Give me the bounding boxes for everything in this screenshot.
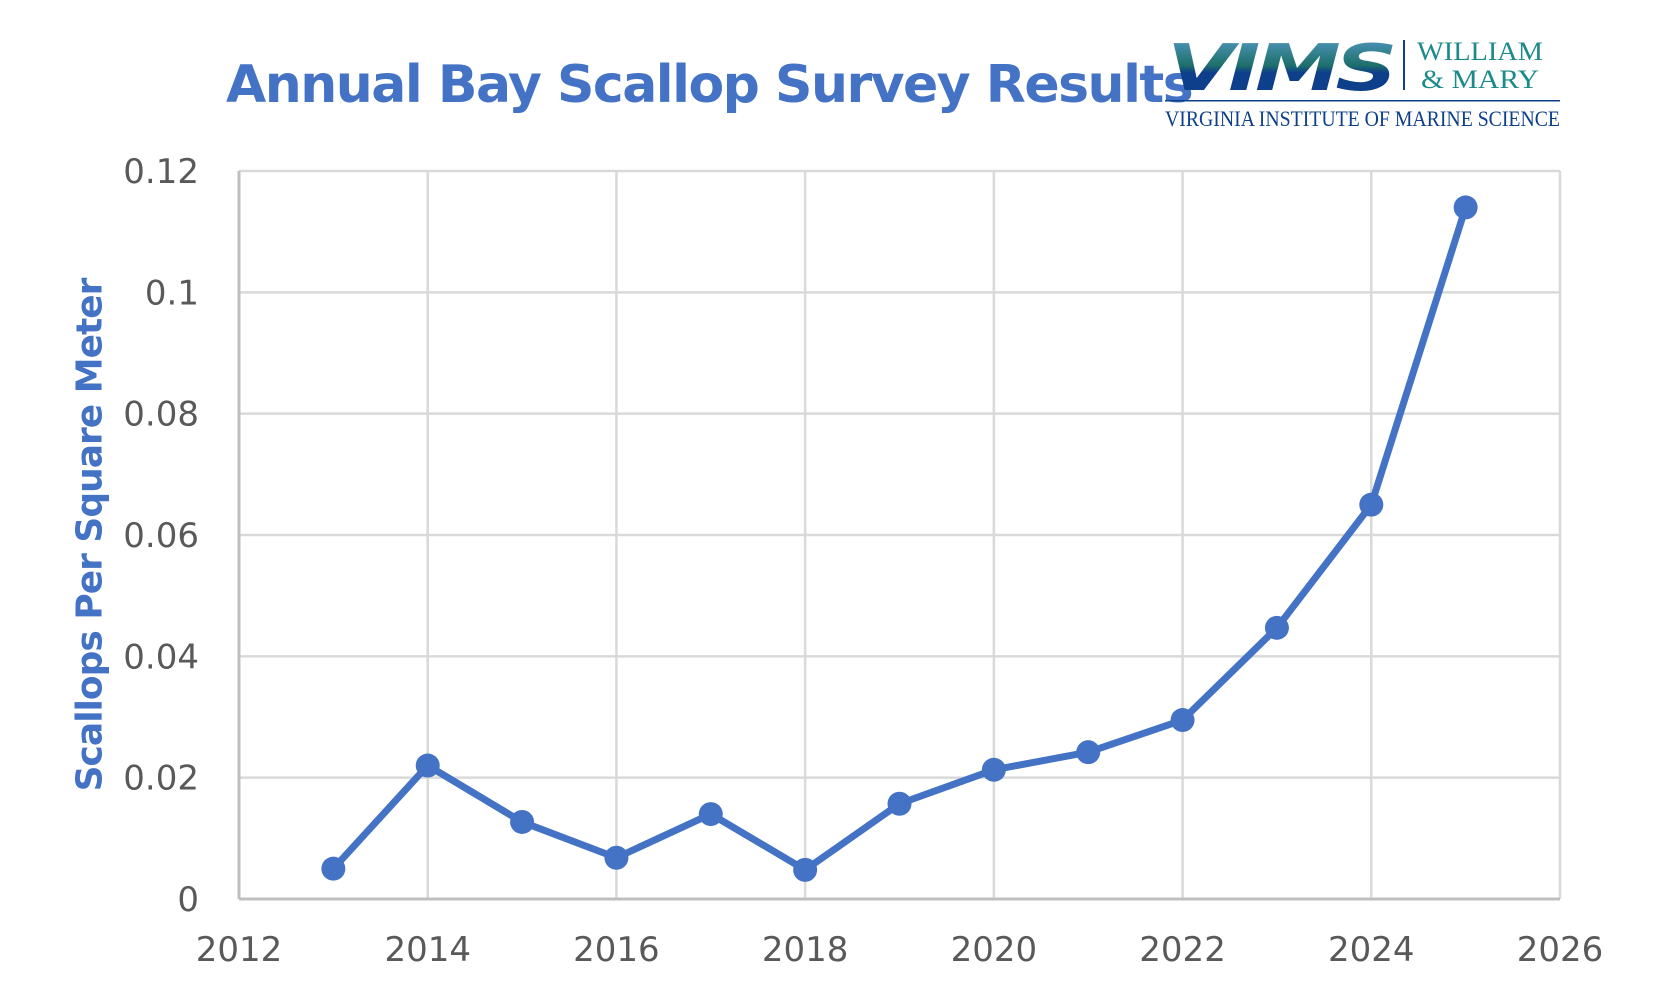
- logo-mark: VIMS: [1167, 36, 1393, 106]
- axes: [237, 171, 1560, 901]
- x-tick-label: 2022: [1139, 930, 1226, 970]
- y-tick-label: 0.12: [123, 152, 199, 192]
- series-line: [330, 206, 1469, 874]
- x-tick-label: 2020: [951, 930, 1038, 970]
- data-point: [1453, 195, 1478, 220]
- data-point: [604, 845, 629, 870]
- y-tick-label: 0.08: [123, 395, 199, 435]
- x-tick-label: 2012: [196, 930, 283, 970]
- x-tick-label: 2018: [762, 930, 849, 970]
- x-tick-labels: 2012 2014 2016 2018 2020 2022 2024 2026: [196, 930, 1604, 970]
- data-point: [887, 791, 912, 816]
- y-tick-labels: 0 0.02 0.04 0.06 0.08 0.1 0.12: [123, 152, 199, 920]
- y-tick-label: 0: [177, 880, 199, 920]
- data-point: [510, 809, 535, 834]
- x-tick-label: 2016: [573, 930, 660, 970]
- data-point: [1076, 740, 1101, 765]
- x-tick-label: 2024: [1328, 930, 1415, 970]
- data-point: [1170, 708, 1195, 733]
- svg-text:VIRGINIA INSTITUTE OF MARINE S: VIRGINIA INSTITUTE OF MARINE SCIENCE: [1165, 106, 1560, 131]
- x-tick-label: 2014: [384, 930, 471, 970]
- vims-logo: VIMS WILLIAM & MARY VIRGINIA INSTITUTE O…: [1165, 36, 1560, 131]
- y-tick-label: 0.02: [123, 759, 199, 799]
- data-point: [698, 802, 723, 827]
- data-point: [793, 857, 818, 882]
- data-point: [415, 753, 440, 778]
- svg-text:& MARY: & MARY: [1421, 65, 1539, 94]
- chart-title: Annual Bay Scallop Survey Results: [226, 55, 1194, 115]
- svg-text:WILLIAM: WILLIAM: [1417, 37, 1543, 66]
- y-tick-label: 0.04: [123, 637, 199, 677]
- data-point: [981, 757, 1006, 782]
- y-tick-label: 0.1: [145, 273, 199, 313]
- data-point: [1264, 615, 1289, 640]
- data-series: [321, 195, 1478, 882]
- x-tick-label: 2026: [1517, 930, 1604, 970]
- y-axis-title: Scallops Per Square Meter: [69, 278, 111, 792]
- data-point: [1359, 492, 1384, 517]
- grid-lines: [239, 169, 1562, 899]
- y-tick-label: 0.06: [123, 516, 199, 556]
- data-point: [321, 856, 346, 881]
